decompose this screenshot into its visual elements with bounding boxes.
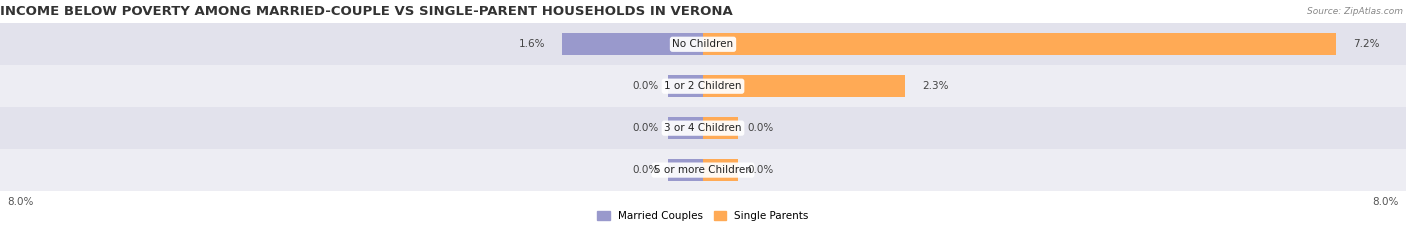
Bar	[562, 33, 703, 55]
Bar	[703, 75, 905, 97]
Text: 1.6%: 1.6%	[519, 39, 546, 49]
Text: INCOME BELOW POVERTY AMONG MARRIED-COUPLE VS SINGLE-PARENT HOUSEHOLDS IN VERONA: INCOME BELOW POVERTY AMONG MARRIED-COUPL…	[0, 5, 733, 18]
Bar	[0, 107, 1406, 149]
Text: 1 or 2 Children: 1 or 2 Children	[664, 81, 742, 91]
Bar	[668, 117, 703, 139]
Bar	[668, 159, 703, 181]
Bar	[703, 33, 1336, 55]
Text: 0.0%: 0.0%	[633, 123, 659, 133]
Bar	[668, 75, 703, 97]
Bar	[0, 65, 1406, 107]
Bar	[703, 117, 738, 139]
Text: 2.3%: 2.3%	[922, 81, 949, 91]
Legend: Married Couples, Single Parents: Married Couples, Single Parents	[593, 207, 813, 225]
Text: Source: ZipAtlas.com: Source: ZipAtlas.com	[1308, 7, 1403, 16]
Text: 0.0%: 0.0%	[633, 165, 659, 175]
Bar	[0, 23, 1406, 65]
Text: 5 or more Children: 5 or more Children	[654, 165, 752, 175]
Text: No Children: No Children	[672, 39, 734, 49]
Bar	[0, 149, 1406, 191]
Text: 8.0%: 8.0%	[7, 197, 34, 206]
Text: 3 or 4 Children: 3 or 4 Children	[664, 123, 742, 133]
Text: 0.0%: 0.0%	[747, 123, 773, 133]
Text: 7.2%: 7.2%	[1354, 39, 1379, 49]
Bar	[562, 33, 703, 55]
Text: 8.0%: 8.0%	[1372, 197, 1399, 206]
Text: 0.0%: 0.0%	[747, 165, 773, 175]
Bar	[703, 159, 738, 181]
Text: 0.0%: 0.0%	[633, 81, 659, 91]
